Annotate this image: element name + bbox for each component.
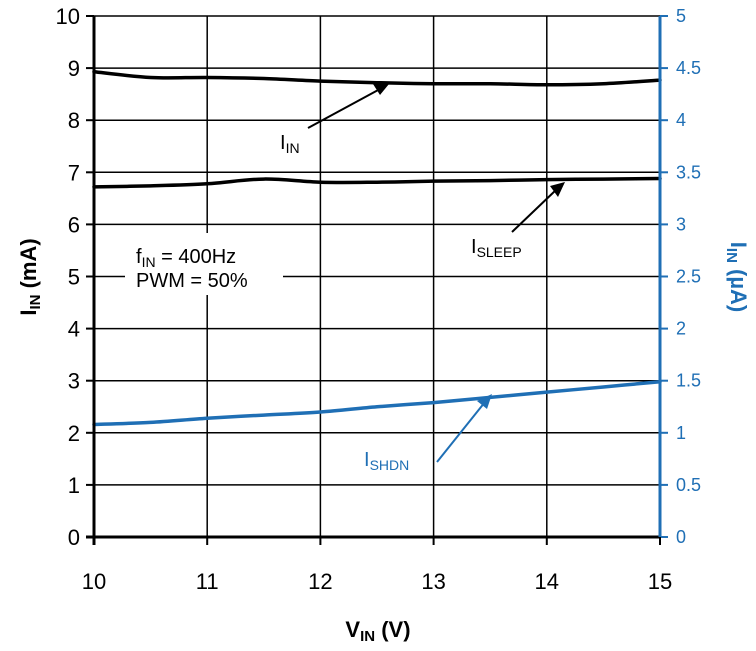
y-right-tick-label-9: 4.5 xyxy=(676,58,701,78)
y-left-tick-label-9: 9 xyxy=(68,56,80,81)
x-axis-label-main: V xyxy=(345,617,360,642)
isleep-label-main: I xyxy=(471,236,477,258)
y-left-tick-label-8: 8 xyxy=(68,108,80,133)
y-left-tick-label-7: 7 xyxy=(68,160,80,185)
y-axis-left-label-main: I xyxy=(16,310,41,316)
x-tick-label-1: 11 xyxy=(196,569,219,594)
y-axis-right-label-sub: IN xyxy=(723,248,740,263)
condition-box xyxy=(125,233,283,295)
x-tick-label-4: 14 xyxy=(535,569,559,594)
isleep-label-sub: SLEEP xyxy=(477,244,522,260)
ishdn-label-sub: SHDN xyxy=(370,457,410,473)
x-tick-label-2: 12 xyxy=(308,569,332,594)
iin-label-sub: IN xyxy=(286,140,300,156)
y-left-tick-label-10: 10 xyxy=(56,4,80,29)
iin-arrow-line xyxy=(307,88,381,129)
y-left-tick-label-6: 6 xyxy=(68,212,80,237)
y-axis-right-label: IIN (µA) xyxy=(723,242,751,312)
series-lines xyxy=(92,70,662,427)
x-axis-label-sub: IN xyxy=(360,628,375,645)
y-right-tick-label-8: 4 xyxy=(676,110,686,130)
series-line-in xyxy=(92,70,662,87)
condition-fin-main: f xyxy=(136,246,142,268)
x-tick-label-3: 13 xyxy=(421,569,445,594)
y-left-tick-label-2: 2 xyxy=(68,421,80,446)
condition-fin-rest: = 400Hz xyxy=(156,246,237,268)
y-left-tick-label-0: 0 xyxy=(68,525,80,550)
ishdn-arrow-head xyxy=(477,394,492,409)
isleep-arrow-head xyxy=(550,182,565,197)
y-right-tick-label-7: 3.5 xyxy=(676,162,701,182)
iin-arrow-head xyxy=(373,84,389,95)
y-left-tick-label-3: 3 xyxy=(68,369,80,394)
y-right-tick-label-10: 5 xyxy=(676,6,686,26)
y-right-tick-label-5: 2.5 xyxy=(676,267,701,287)
isleep-label: ISLEEP xyxy=(471,236,522,260)
y-left-tick-label-1: 1 xyxy=(68,473,80,498)
y-right-tick-label-4: 2 xyxy=(676,319,686,339)
condition-fin-label: fIN = 400Hz xyxy=(136,246,236,270)
x-axis-label: VIN (V) xyxy=(345,617,410,645)
y-left-tick-label-5: 5 xyxy=(68,265,80,290)
ishdn-label-bg xyxy=(360,448,432,476)
y-right-tick-label-1: 0.5 xyxy=(676,475,701,495)
iin-label: IIN xyxy=(280,132,300,156)
y-right-tick-label-0: 0 xyxy=(676,527,686,547)
y-right-tick-label-3: 1.5 xyxy=(676,371,701,391)
ishdn-arrow-line xyxy=(436,401,486,463)
x-tick-label-5: 15 xyxy=(648,569,672,594)
y-right-tick-label-6: 3 xyxy=(676,214,686,234)
ishdn-label: ISHDN xyxy=(364,449,409,473)
ishdn-label-main: I xyxy=(364,449,370,471)
condition-fin-sub: IN xyxy=(142,254,156,270)
x-tick-label-0: 10 xyxy=(82,569,106,594)
x-axis-label-unit: (V) xyxy=(375,617,410,642)
y-axis-right-label-main: I xyxy=(726,242,751,248)
axes xyxy=(86,15,668,545)
condition-pwm-label: PWM = 50% xyxy=(136,270,248,292)
iin-label-main: I xyxy=(280,132,286,154)
iin-label-bg xyxy=(276,128,310,156)
y-axis-left-label: IIN (mA) xyxy=(16,238,44,315)
isleep-arrow-line xyxy=(511,188,558,233)
y-axis-left-label-unit: (mA) xyxy=(16,238,41,294)
y-axis-right-label-unit: (µA) xyxy=(726,263,751,312)
y-right-tick-label-2: 1 xyxy=(676,423,686,443)
isleep-label-bg xyxy=(468,234,532,260)
series-line-sleep xyxy=(92,176,662,189)
y-axis-left-label-sub: IN xyxy=(27,295,44,310)
y-left-tick-label-4: 4 xyxy=(68,317,80,342)
series-line-shdn xyxy=(92,379,662,427)
